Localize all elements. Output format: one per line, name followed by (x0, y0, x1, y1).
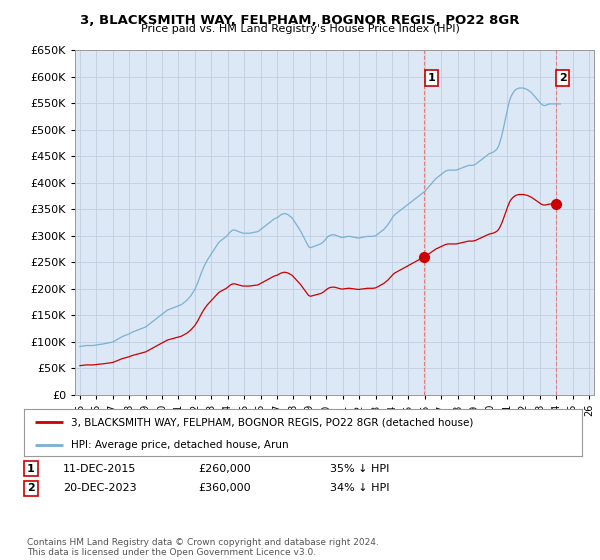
Text: £360,000: £360,000 (198, 483, 251, 493)
Text: 1: 1 (427, 73, 435, 83)
Text: HPI: Average price, detached house, Arun: HPI: Average price, detached house, Arun (71, 440, 289, 450)
Text: 11-DEC-2015: 11-DEC-2015 (63, 464, 136, 474)
Text: 2: 2 (27, 483, 35, 493)
Text: Contains HM Land Registry data © Crown copyright and database right 2024.
This d: Contains HM Land Registry data © Crown c… (27, 538, 379, 557)
Text: 20-DEC-2023: 20-DEC-2023 (63, 483, 137, 493)
Text: 3, BLACKSMITH WAY, FELPHAM, BOGNOR REGIS, PO22 8GR (detached house): 3, BLACKSMITH WAY, FELPHAM, BOGNOR REGIS… (71, 417, 474, 427)
Text: £260,000: £260,000 (198, 464, 251, 474)
Text: 34% ↓ HPI: 34% ↓ HPI (330, 483, 389, 493)
Text: 2: 2 (559, 73, 566, 83)
Text: 3, BLACKSMITH WAY, FELPHAM, BOGNOR REGIS, PO22 8GR: 3, BLACKSMITH WAY, FELPHAM, BOGNOR REGIS… (80, 14, 520, 27)
Text: Price paid vs. HM Land Registry's House Price Index (HPI): Price paid vs. HM Land Registry's House … (140, 24, 460, 34)
Text: 35% ↓ HPI: 35% ↓ HPI (330, 464, 389, 474)
Text: 1: 1 (27, 464, 35, 474)
